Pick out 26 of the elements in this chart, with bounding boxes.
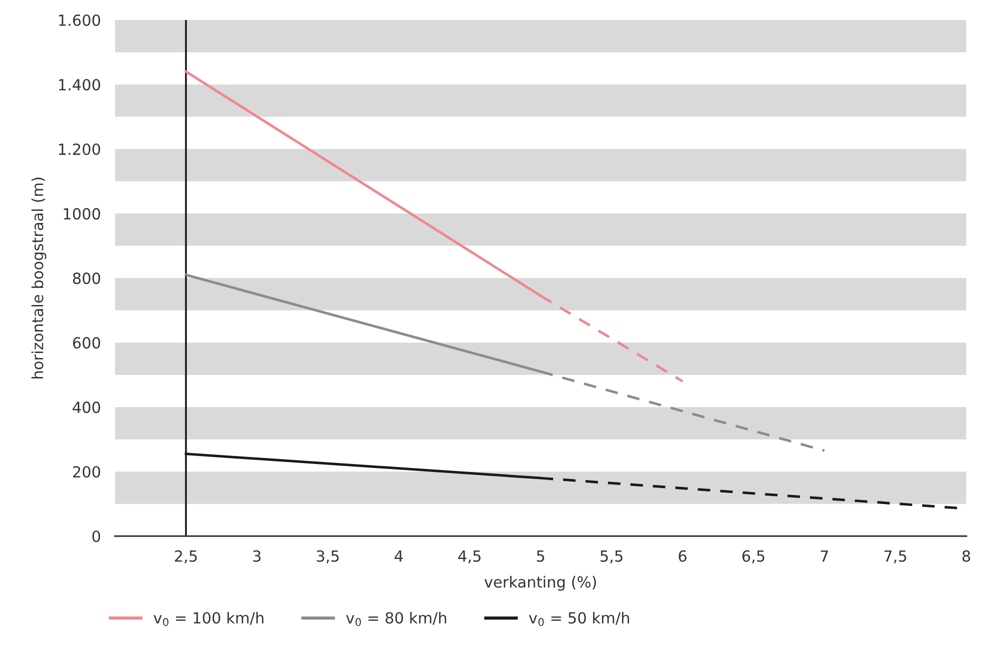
y-tick-label: 600: [73, 337, 100, 349]
x-tick-label: 3,5: [316, 550, 339, 564]
x-tick-label: 6: [678, 550, 686, 562]
x-tick-label: 5,5: [600, 550, 622, 564]
x-axis-title: verkanting (%): [484, 576, 596, 591]
x-tick-label: 7,5: [884, 550, 906, 564]
x-tick-label: 3: [253, 550, 261, 562]
legend-label: v$_{0}$ = 100 km/h: [154, 612, 264, 626]
y-tick-label: 1.400: [59, 78, 100, 91]
x-tick-label: 7: [820, 550, 828, 562]
x-tick-label: 2,5: [174, 550, 197, 564]
y-tick-label: 1.200: [59, 143, 100, 156]
legend-label: v$_{0}$ = 50 km/h: [528, 612, 630, 626]
x-tick-label: 6,5: [742, 550, 764, 564]
y-tick-label: 1.600: [59, 14, 100, 26]
y-tick-label: 800: [72, 272, 100, 284]
y-tick-label: 400: [72, 402, 100, 414]
x-tick-label: 4,5: [458, 550, 481, 564]
x-tick-label: 5: [536, 550, 544, 562]
y-tick-label: 1000: [64, 208, 100, 220]
legend-label: v$_{0}$ = 80 km/h: [346, 612, 446, 626]
y-tick-label: 0: [92, 530, 100, 542]
y-axis-title: horizontale boogstraal (m): [31, 178, 46, 378]
x-tick-label: 8: [962, 550, 970, 562]
y-tick-label: 200: [73, 466, 100, 478]
x-tick-label: 4: [394, 550, 403, 562]
